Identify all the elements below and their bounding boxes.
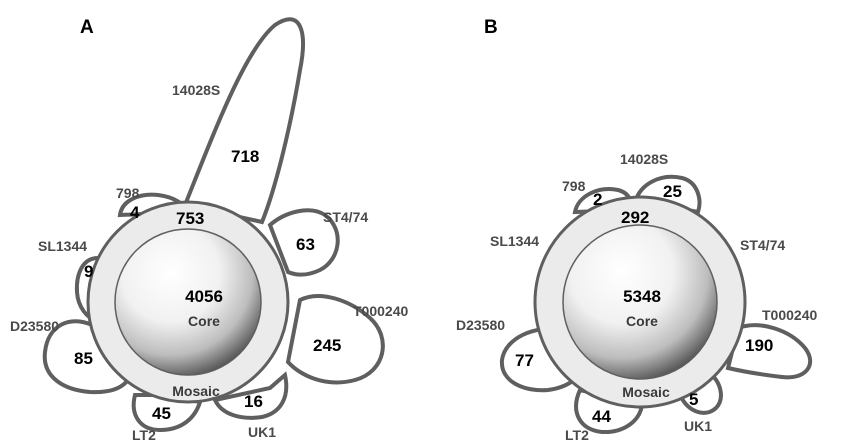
panel-b-core-sphere: [562, 224, 718, 380]
strain-label-lt2: LT2: [565, 427, 589, 442]
count-d23580: 85: [74, 349, 93, 368]
petal-t000240: [285, 294, 385, 385]
count-798: 2: [593, 190, 602, 209]
strain-label-st4-74: ST4/74: [740, 237, 785, 253]
petal-d23580: [42, 319, 131, 395]
count-lt2: 45: [152, 404, 171, 423]
strain-label-sl1344: SL1344: [38, 238, 87, 254]
count-t000240: 245: [313, 336, 341, 355]
strain-label-d23580: D23580: [10, 318, 59, 334]
panel-b-mosaic-label: Mosaic: [622, 384, 670, 400]
panel-b-core-count: 5348: [623, 287, 661, 306]
count-d23580: 77: [515, 351, 534, 370]
strain-label-t000240: T000240: [353, 303, 408, 319]
panel-a-ring-count: 753: [176, 209, 204, 228]
petal-14028s: [633, 174, 702, 215]
panel-a-core-sphere: [114, 228, 262, 376]
panel-a-core-label: Core: [188, 313, 220, 329]
count-uk1: 16: [244, 392, 263, 411]
count-lt2: 44: [592, 407, 611, 426]
petal-lt2: [131, 393, 203, 433]
petal-uk1: [677, 372, 723, 415]
strain-label-st4-74: ST4/74: [323, 209, 368, 225]
strain-label-sl1344: SL1344: [490, 233, 539, 249]
strain-label-t000240: T000240: [762, 307, 817, 323]
panel-a-label: A: [80, 17, 94, 38]
petal-uk1: [212, 371, 289, 420]
panel-b-core-label: Core: [626, 313, 658, 329]
count-uk1: 5: [689, 390, 698, 409]
count-st4-74: 63: [296, 235, 315, 254]
strain-label-lt2: LT2: [132, 427, 156, 442]
petal-14028s: [182, 17, 305, 225]
strain-label-d23580: D23580: [456, 317, 505, 333]
petal-st4-74: [267, 208, 340, 277]
strain-label-uk1: UK1: [248, 424, 276, 440]
count-798: 4: [130, 203, 140, 222]
strain-label-14028s: 14028S: [172, 82, 220, 98]
panel-b-ring-count: 292: [621, 208, 649, 227]
strain-label-798: 798: [116, 185, 140, 201]
panel-b: B 14028S ST4/74 T000240 UK1 LT2 D23580 S…: [456, 17, 817, 442]
panel-a: A 14028S ST4/74 T000240 UK1 LT2 D23580 S…: [10, 17, 408, 442]
panel-a-mosaic-label: Mosaic: [172, 383, 220, 399]
strain-label-798: 798: [562, 178, 586, 194]
panel-a-petals: [42, 17, 385, 433]
count-t000240: 190: [745, 336, 773, 355]
petal-lt2: [574, 387, 645, 435]
panel-a-core-count: 4056: [185, 287, 223, 306]
strain-label-14028s: 14028S: [620, 151, 668, 167]
petal-t000240: [725, 323, 812, 380]
count-14028s: 25: [663, 182, 682, 201]
count-sl1344: 9: [84, 262, 93, 281]
panel-b-label: B: [484, 17, 498, 38]
count-14028s: 718: [231, 147, 259, 166]
strain-label-uk1: UK1: [684, 418, 712, 434]
